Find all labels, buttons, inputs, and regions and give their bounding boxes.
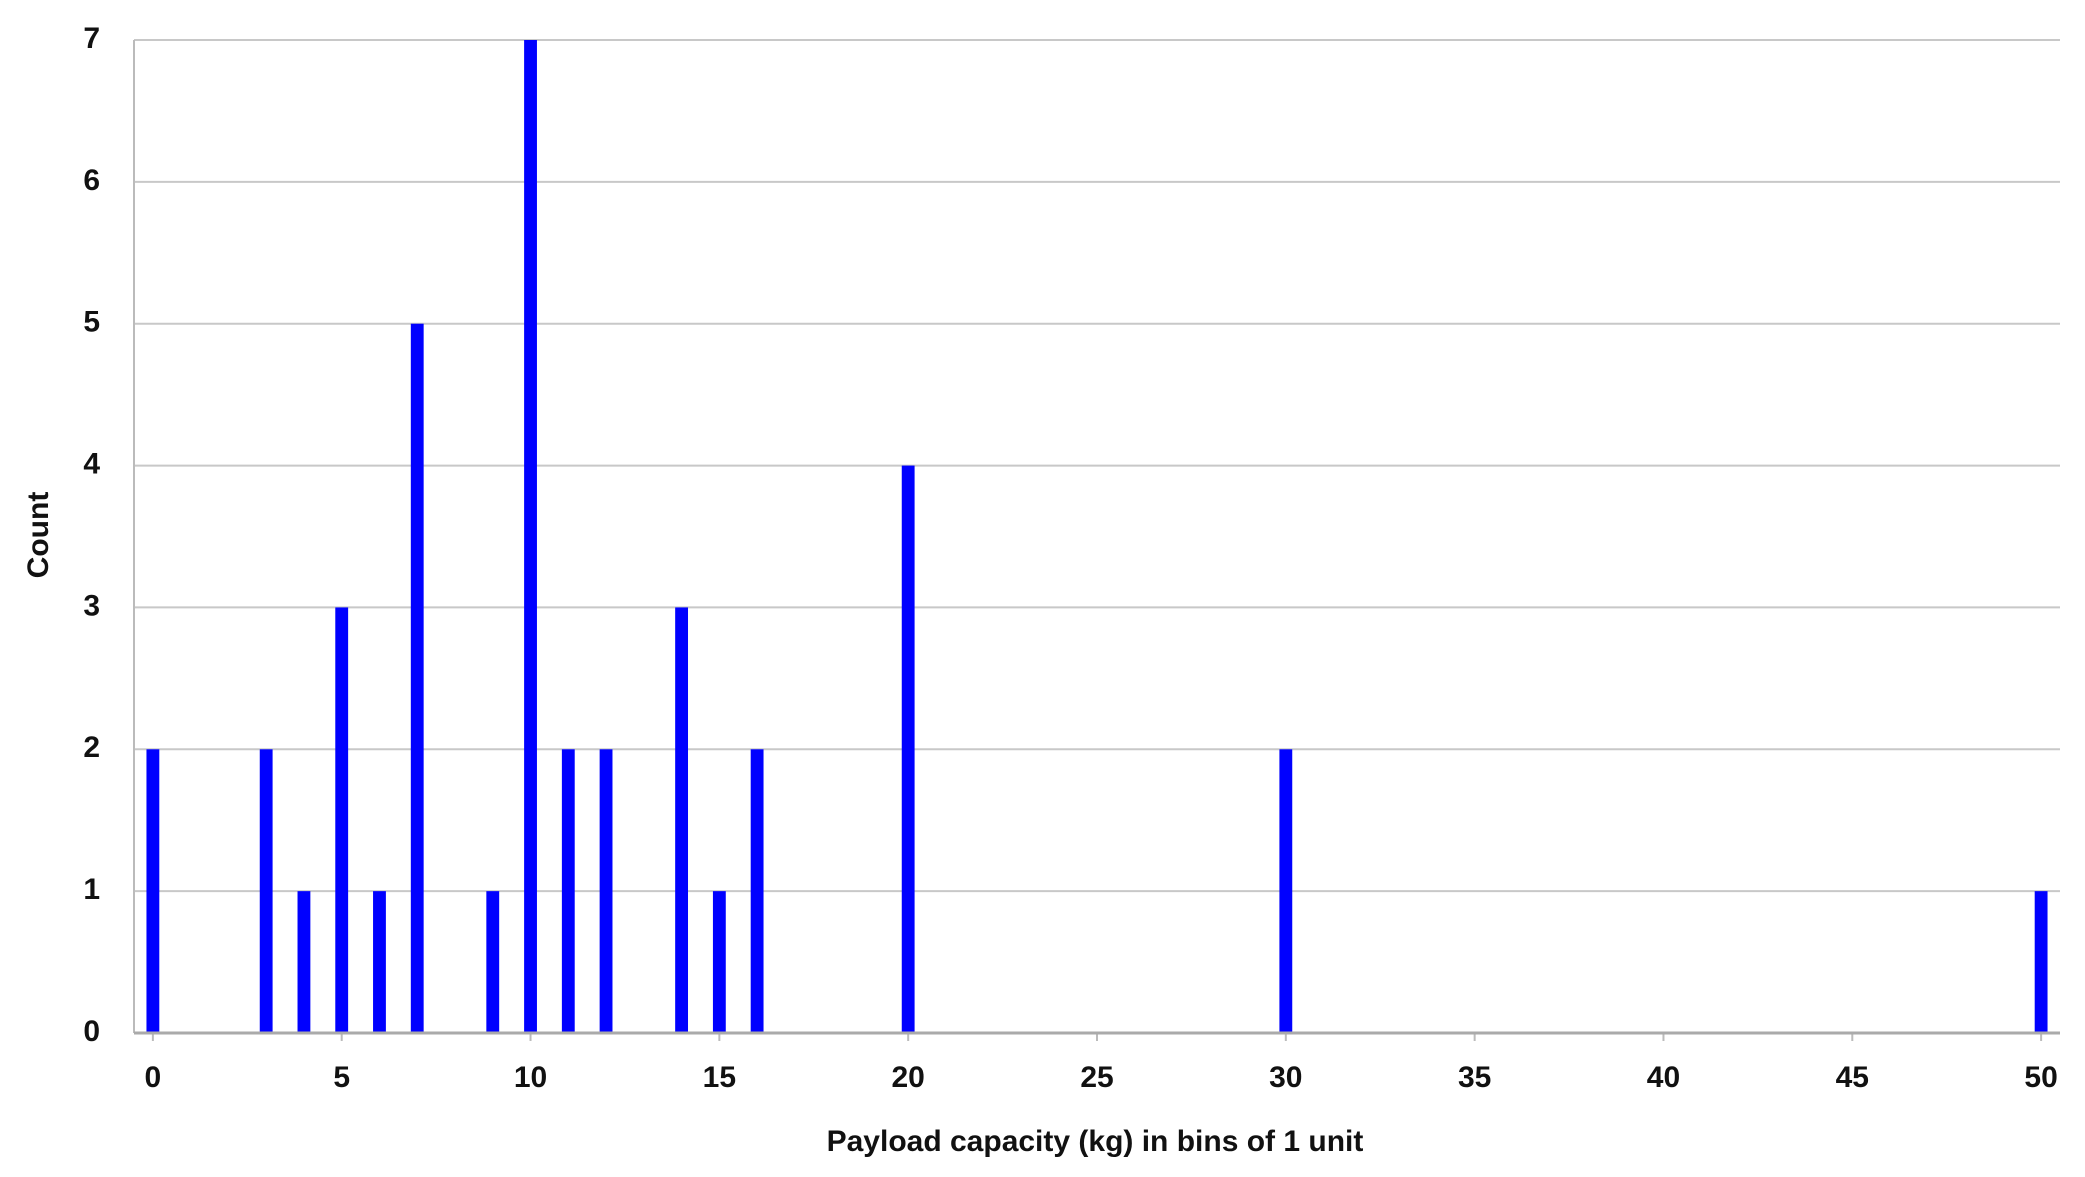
bar: [486, 891, 500, 1033]
x-axis-title: Payload capacity (kg) in bins of 1 unit: [827, 1125, 1364, 1158]
y-tick-label: 4: [83, 447, 100, 480]
y-tick-label: 5: [83, 306, 100, 339]
bar: [410, 323, 424, 1033]
bar: [297, 891, 311, 1033]
x-tick-label: 40: [1647, 1061, 1680, 1094]
y-tick-label: 2: [83, 731, 100, 764]
bar: [146, 749, 160, 1033]
bar: [259, 749, 273, 1033]
x-tick-label: 50: [2024, 1061, 2057, 1094]
bar: [675, 607, 689, 1033]
bar: [524, 40, 537, 1033]
y-tick-label: 7: [83, 22, 100, 55]
x-tick-label: 0: [145, 1061, 162, 1094]
bar: [373, 891, 386, 1033]
bar: [561, 749, 575, 1033]
bar: [599, 749, 613, 1033]
bar: [1279, 749, 1293, 1033]
y-tick-label: 1: [83, 873, 100, 906]
y-tick-label: 0: [83, 1015, 100, 1048]
y-axis-title: Count: [22, 492, 55, 579]
bar: [712, 891, 726, 1033]
x-tick-label: 15: [703, 1061, 736, 1094]
y-tick-label: 6: [83, 164, 100, 197]
x-tick-label: 45: [1836, 1061, 1869, 1094]
bar: [335, 607, 349, 1033]
x-tick-label: 5: [333, 1061, 350, 1094]
x-tick-label: 25: [1080, 1061, 1113, 1094]
bar: [901, 465, 915, 1034]
x-tick-label: 10: [514, 1061, 547, 1094]
y-tick-label: 3: [83, 589, 100, 622]
bar: [750, 749, 764, 1033]
x-tick-label: 20: [891, 1061, 924, 1094]
x-tick-label: 30: [1269, 1061, 1302, 1094]
bar: [2034, 891, 2048, 1033]
x-tick-label: 35: [1458, 1061, 1491, 1094]
